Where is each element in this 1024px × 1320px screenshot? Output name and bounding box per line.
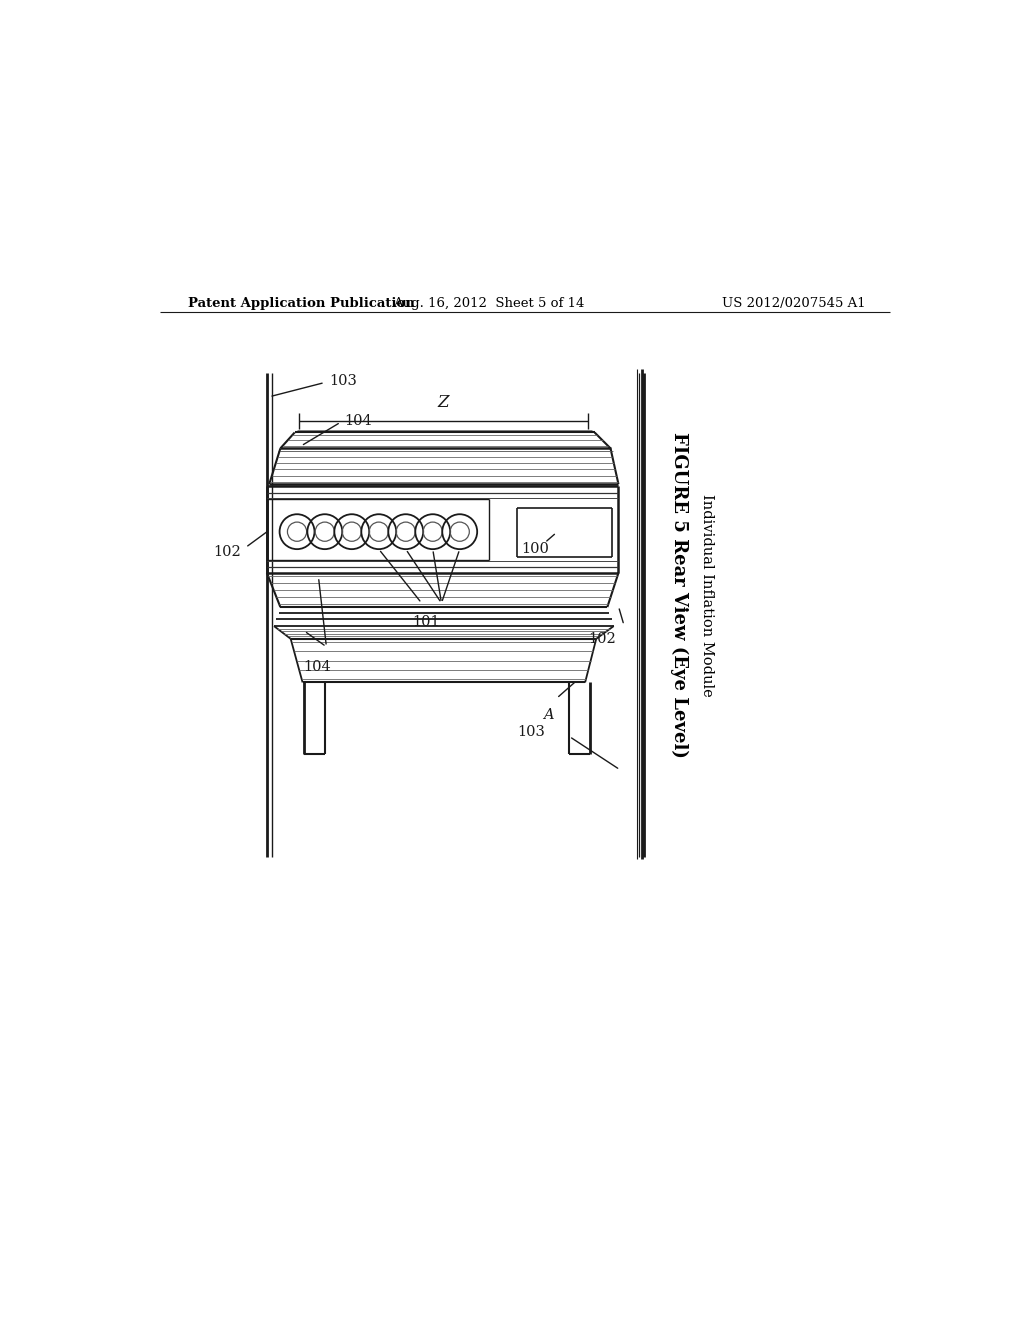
Text: Aug. 16, 2012  Sheet 5 of 14: Aug. 16, 2012 Sheet 5 of 14 (393, 297, 585, 310)
Text: US 2012/0207545 A1: US 2012/0207545 A1 (722, 297, 866, 310)
Text: Z: Z (437, 395, 450, 411)
Text: A: A (544, 708, 554, 722)
Text: 104: 104 (345, 413, 373, 428)
Text: 104: 104 (303, 660, 331, 675)
Text: 103: 103 (329, 374, 356, 388)
Text: 100: 100 (521, 543, 549, 556)
Text: Patent Application Publication: Patent Application Publication (187, 297, 415, 310)
Text: FIGURE 5 Rear View (Eye Level): FIGURE 5 Rear View (Eye Level) (671, 432, 689, 758)
Text: Individual Inflation Module: Individual Inflation Module (700, 494, 715, 697)
Text: 102: 102 (214, 545, 242, 558)
Text: 103: 103 (517, 725, 545, 739)
Text: 102: 102 (588, 632, 616, 645)
Text: 101: 101 (412, 615, 439, 630)
